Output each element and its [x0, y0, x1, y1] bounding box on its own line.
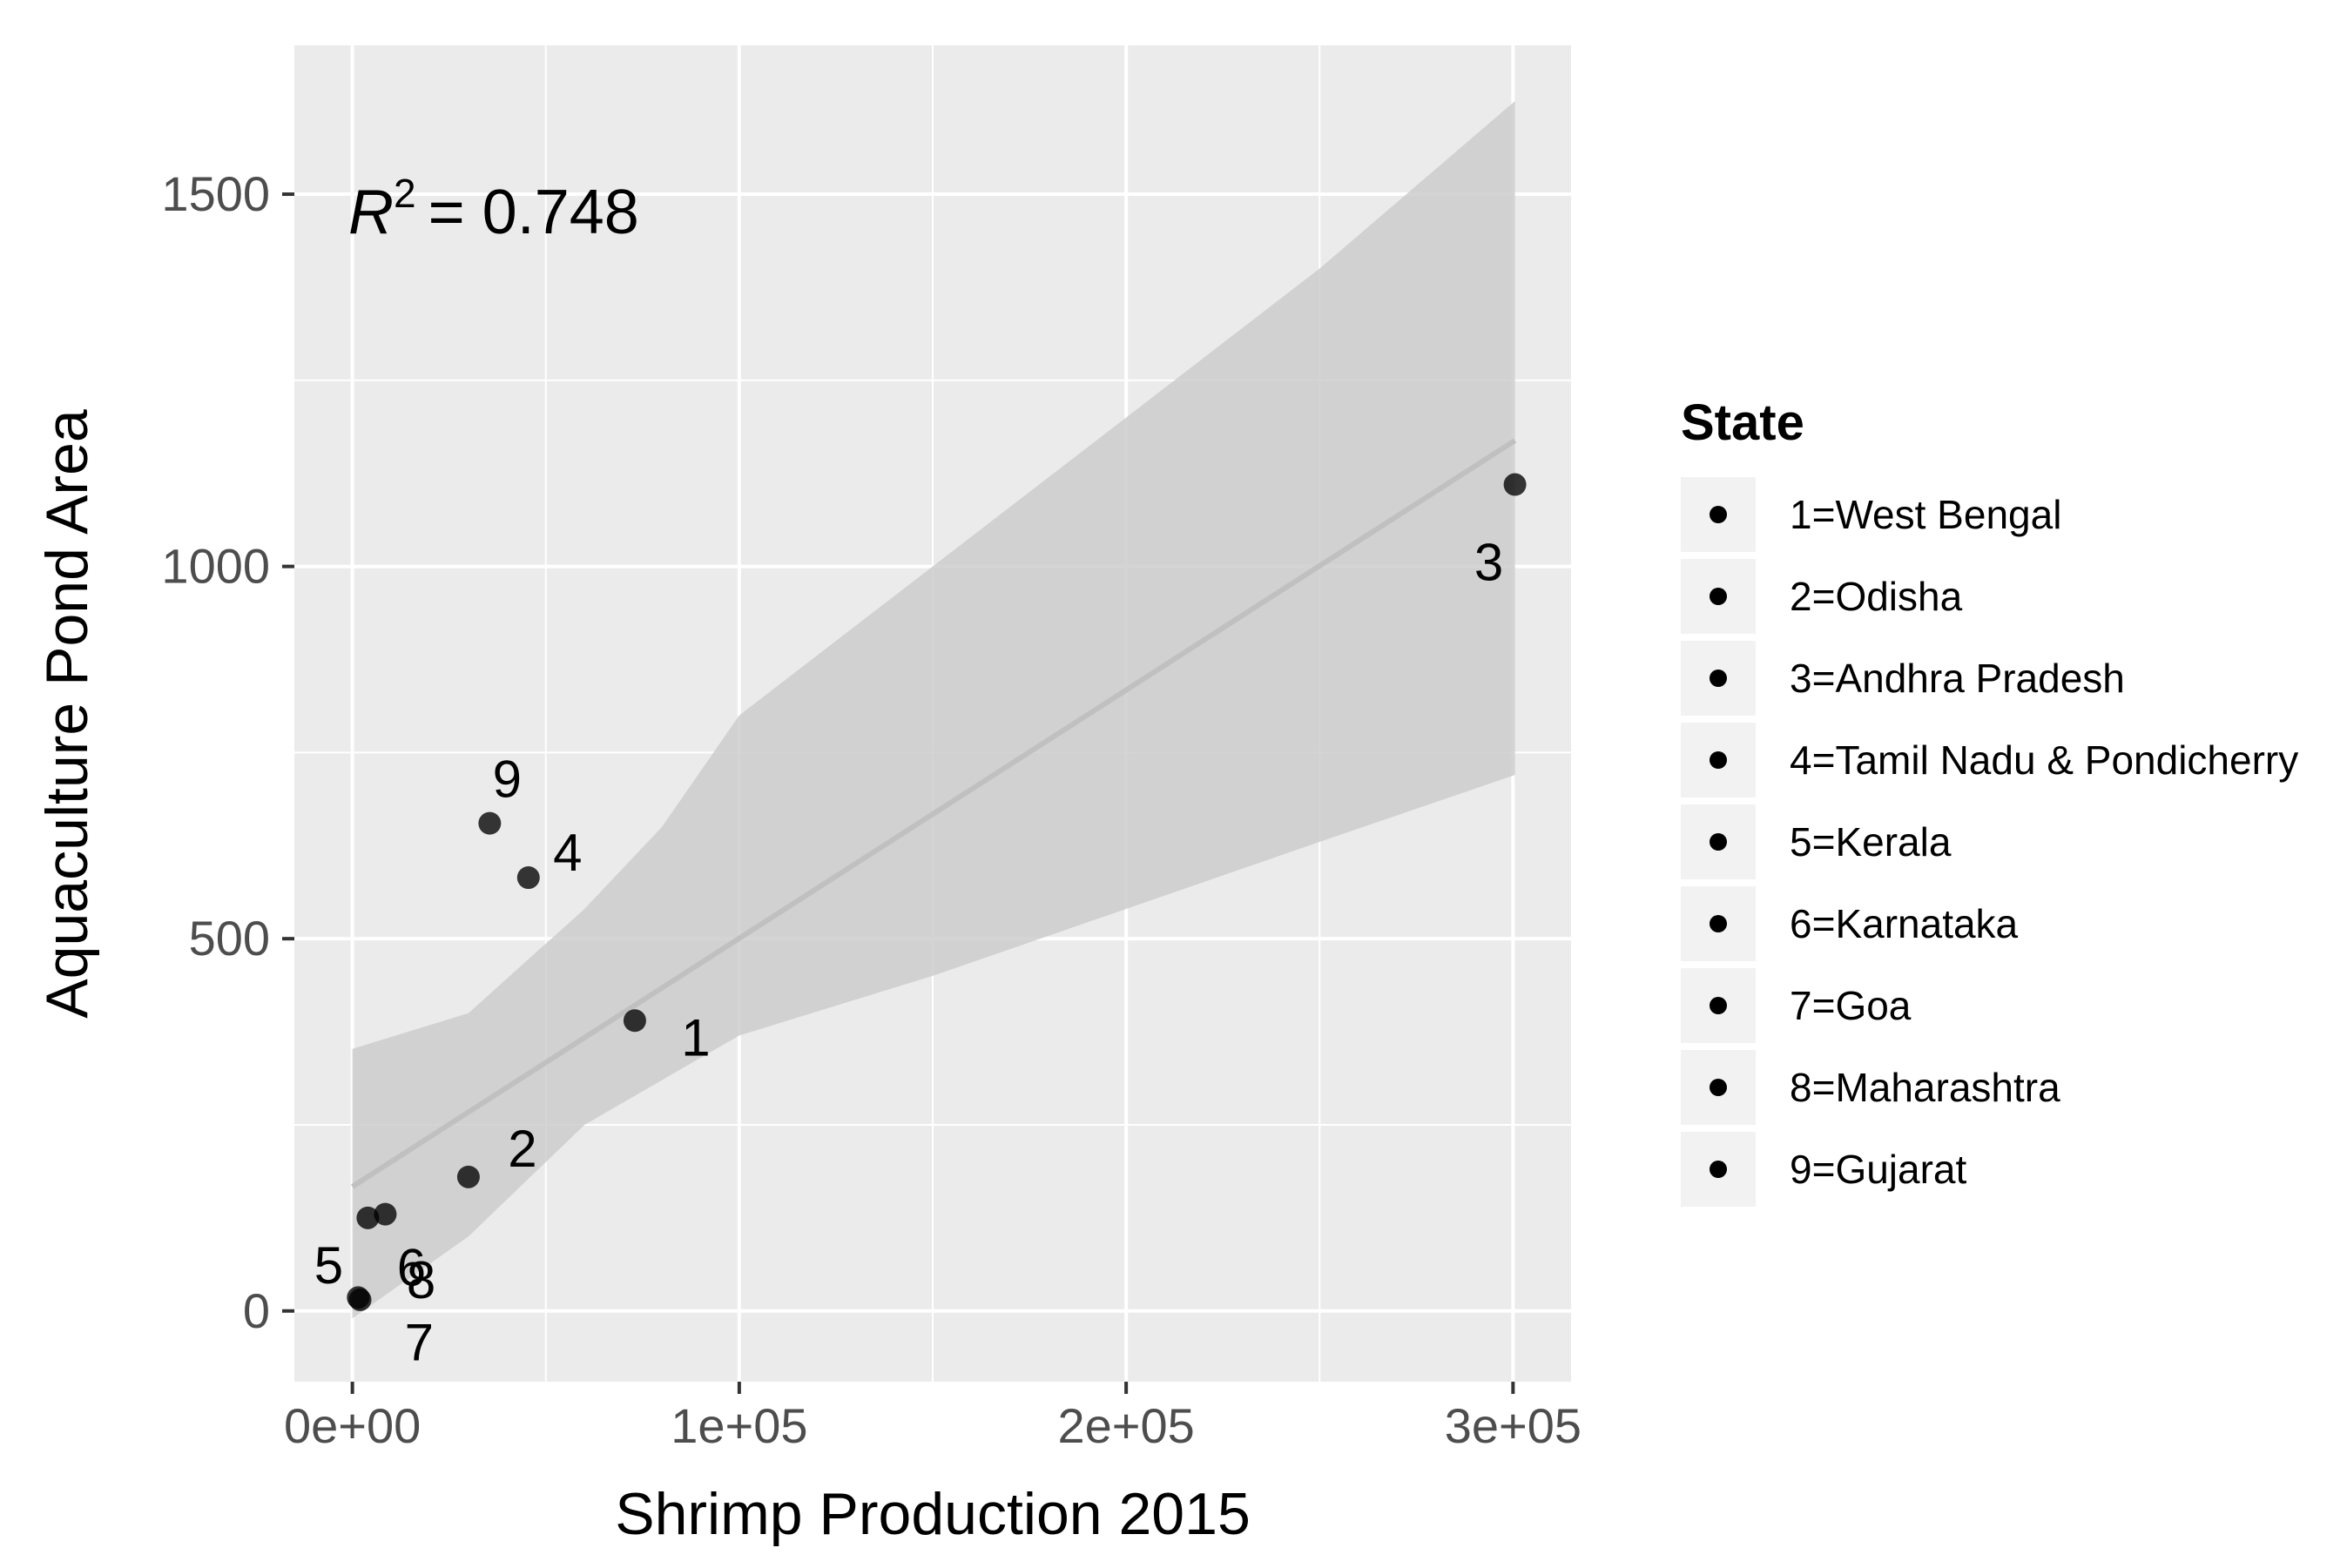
legend-point-marker — [1710, 506, 1727, 523]
x-tick-label: 0e+00 — [284, 1398, 421, 1453]
data-point-1 — [623, 1009, 646, 1033]
legend-title: State — [1681, 394, 1804, 451]
legend-point-marker — [1710, 588, 1727, 605]
legend-label: 6=Karnataka — [1790, 901, 2019, 946]
legend-label: 8=Maharashtra — [1790, 1065, 2060, 1110]
legend-point-marker — [1710, 1079, 1727, 1096]
data-point-8 — [348, 1288, 372, 1311]
data-point-9 — [478, 811, 502, 835]
point-label-5: 5 — [314, 1236, 343, 1295]
y-axis-ticks: 0 500 1000 1500 — [161, 166, 294, 1338]
legend-point-marker — [1710, 833, 1727, 851]
x-axis-ticks: 0e+00 1e+05 2e+05 3e+05 — [284, 1382, 1582, 1453]
legend-label: 9=Gujarat — [1790, 1147, 1967, 1192]
regression-line — [351, 438, 1517, 1189]
legend-label: 1=West Bengal — [1790, 492, 2061, 537]
legend-point-marker — [1710, 997, 1727, 1014]
x-axis-title: Shrimp Production 2015 — [615, 1481, 1251, 1547]
point-label-2: 2 — [508, 1120, 536, 1178]
legend-label: 3=Andhra Pradesh — [1790, 656, 2125, 701]
point-label-3: 3 — [1474, 534, 1503, 592]
point-label-7: 7 — [405, 1313, 434, 1371]
legend-point-marker — [1710, 670, 1727, 687]
r2-value: = 0.748 — [428, 178, 639, 247]
point-label-4: 4 — [553, 824, 582, 882]
legend-entries: 1=West Bengal 2=Odisha 3=Andhra Pradesh 4=T… — [1681, 477, 2298, 1207]
legend-point-marker — [1710, 915, 1727, 932]
x-tick-label: 2e+05 — [1057, 1398, 1194, 1453]
point-label-6: 6 — [397, 1239, 426, 1297]
x-tick-label: 3e+05 — [1445, 1398, 1582, 1453]
data-point-3 — [1503, 473, 1527, 496]
data-point-6 — [374, 1202, 397, 1226]
point-label-1: 1 — [681, 1008, 710, 1067]
r2-superscript: 2 — [394, 171, 416, 216]
data-point-5 — [356, 1206, 380, 1229]
legend-point-marker — [1710, 1161, 1727, 1178]
r2-symbol: R — [348, 178, 394, 247]
legend-point-marker — [1710, 751, 1727, 769]
y-tick-label: 500 — [189, 911, 270, 966]
data-point-2 — [456, 1165, 480, 1188]
legend-label: 5=Kerala — [1790, 819, 1952, 865]
y-tick-label: 1500 — [161, 166, 270, 221]
y-tick-label: 0 — [243, 1283, 270, 1338]
y-axis-title: Aquaculture Pond Area — [34, 409, 100, 1019]
y-tick-label: 1000 — [161, 539, 270, 594]
legend-label: 4=Tamil Nadu & Pondicherry — [1790, 737, 2298, 783]
data-points — [347, 473, 1527, 1311]
legend-label: 7=Goa — [1790, 983, 1912, 1028]
x-tick-label: 1e+05 — [671, 1398, 807, 1453]
data-point-4 — [516, 866, 540, 890]
legend-label: 2=Odisha — [1790, 574, 1963, 619]
r2-annotation: R2 = 0.748 — [348, 171, 639, 247]
point-label-9: 9 — [493, 750, 522, 809]
point-label-8: 8 — [407, 1251, 435, 1309]
